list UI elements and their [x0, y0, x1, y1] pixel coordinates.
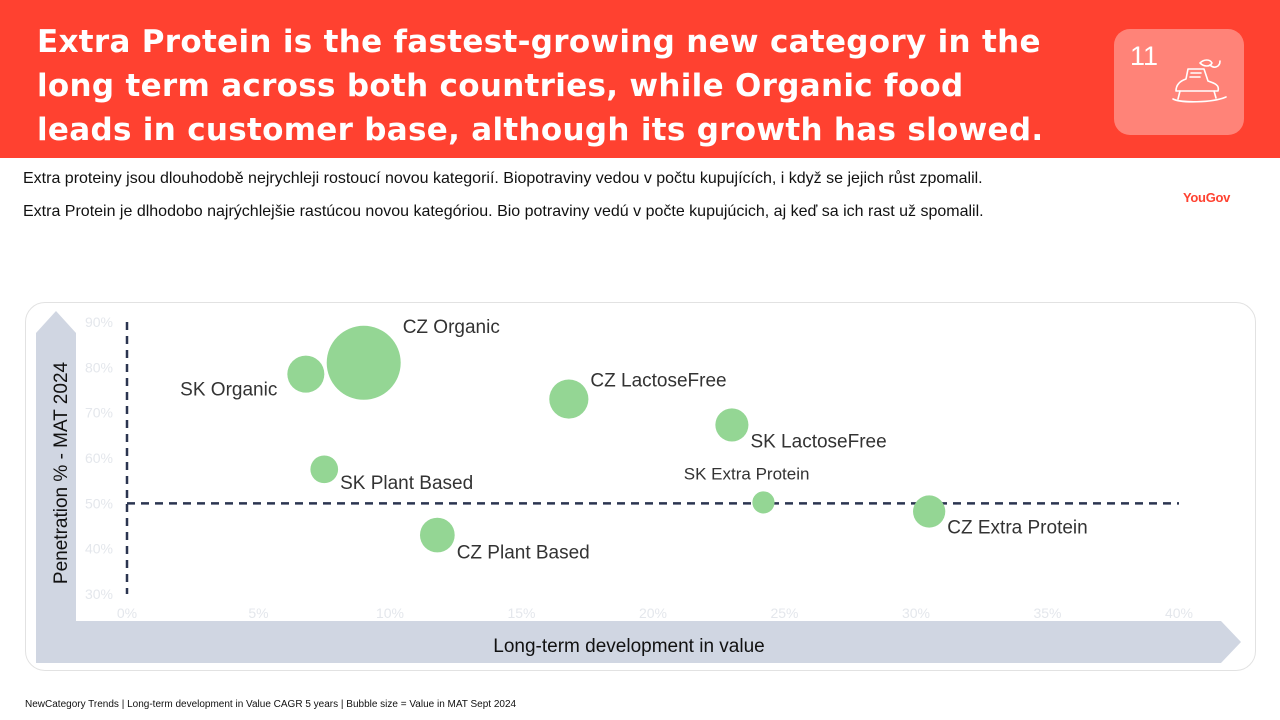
- footnote: NewCategory Trends | Long-term developme…: [25, 699, 517, 710]
- subtitle-slovak: Extra Protein je dlhodobo najrýchlejšie …: [23, 203, 984, 220]
- bubble-sk-organic: [287, 355, 325, 393]
- x-tick-label: 35%: [1033, 605, 1061, 621]
- x-tick-label: 30%: [902, 605, 930, 621]
- bubble-label: SK Organic: [180, 380, 277, 401]
- y-tick-label: 40%: [85, 541, 113, 557]
- bubble-label: CZ LactoseFree: [590, 370, 726, 391]
- y-tick-label: 80%: [85, 359, 113, 375]
- bubble-label: CZ Extra Protein: [947, 518, 1087, 539]
- bubble-chart: 0% 5% 10% 15% 20% 25% 30% 35% 40% 30% 40% 50% 60% 70%…: [36, 311, 1241, 663]
- bubble-label: CZ Plant Based: [457, 542, 590, 563]
- chart-frame: 0% 5% 10% 15% 20% 25% 30% 35% 40% 30% 40% 50% 60% 70%…: [25, 302, 1256, 671]
- bubble-label: SK Extra Protein: [684, 464, 810, 483]
- bubble-cz-organic: [326, 325, 401, 400]
- bubble-sk-plant-based: [310, 455, 339, 484]
- x-tick-label: 15%: [507, 605, 535, 621]
- x-axis-title: Long-term development in value: [493, 636, 764, 657]
- x-tick-label: 5%: [248, 605, 268, 621]
- y-tick-label: 60%: [85, 450, 113, 466]
- x-tick-label: 0%: [117, 605, 137, 621]
- header-banner: Extra Protein is the fastest-growing new…: [0, 0, 1280, 158]
- bubble-label: CZ Organic: [403, 317, 500, 338]
- x-tick-label: 25%: [770, 605, 798, 621]
- slide-badge: 11: [1114, 29, 1244, 135]
- bubble-label: SK LactoseFree: [750, 431, 886, 452]
- yougov-logo: YouGov: [1183, 190, 1231, 205]
- y-axis-arrow: [36, 311, 76, 663]
- y-axis-title: Penetration % - MAT 2024: [51, 362, 72, 585]
- page-title: Extra Protein is the fastest-growing new…: [37, 24, 1044, 148]
- slide-number: 11: [1130, 41, 1159, 71]
- x-tick-label: 40%: [1165, 605, 1193, 621]
- y-tick-label: 30%: [85, 586, 113, 602]
- subtitle-czech: Extra proteiny jsou dlouhodobě nejrychle…: [23, 170, 983, 187]
- y-tick-label: 70%: [85, 405, 113, 421]
- bubble-cz-lactosefree: [549, 379, 589, 419]
- x-tick-label: 10%: [376, 605, 404, 621]
- x-axis-arrow: [36, 621, 1241, 663]
- y-tick-label: 50%: [85, 495, 113, 511]
- bubble-sk-lactosefree: [715, 408, 749, 442]
- bubble-sk-extra-protein: [752, 491, 775, 514]
- bubble-label: SK Plant Based: [340, 473, 473, 494]
- ice-skate-icon: [1172, 59, 1227, 103]
- bubble-cz-extra-protein: [913, 495, 946, 528]
- bubble-cz-plant-based: [419, 517, 455, 553]
- x-tick-label: 20%: [639, 605, 667, 621]
- y-tick-label: 90%: [85, 314, 113, 330]
